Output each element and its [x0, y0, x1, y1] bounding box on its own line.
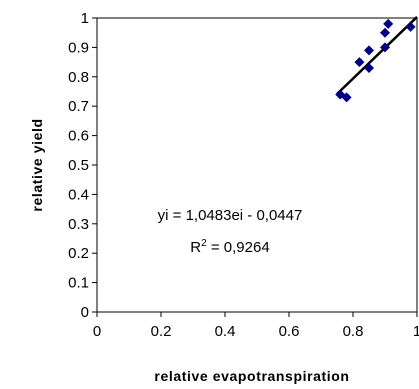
- r-squared-label: R2 = 0,9264: [190, 238, 269, 256]
- y-tick-label: 0.5: [68, 157, 89, 174]
- regression-equation: yi = 1,0483ei - 0,0447: [158, 207, 303, 224]
- data-point: [364, 62, 374, 73]
- x-tick-label: 0.4: [215, 323, 236, 340]
- y-tick-label: 1: [81, 10, 89, 27]
- y-tick-label: 0.3: [68, 216, 89, 233]
- y-tick-label: 0.7: [68, 98, 89, 115]
- x-tick-label: 0.8: [343, 323, 364, 340]
- data-point: [383, 18, 394, 29]
- axis-ticks: 0 0.1 0.2 0.3 0.4 0.5 0.6 0.7 0.8 0.9 1 0 0.2 0.4 0.6 0…: [68, 10, 419, 340]
- x-tick-label: 0.6: [279, 323, 300, 340]
- data-points: [335, 18, 416, 103]
- x-tick-label: 0.2: [151, 323, 172, 340]
- y-tick-label: 0.2: [68, 245, 89, 262]
- y-tick-label: 0.4: [68, 186, 89, 203]
- data-point: [405, 21, 416, 32]
- y-tick-label: 0.8: [68, 69, 89, 86]
- x-axis-title: relative evapotranspiration: [154, 368, 349, 384]
- trendline-layer: [336, 16, 418, 95]
- y-tick-label: 0.1: [68, 275, 89, 292]
- data-point: [380, 42, 390, 53]
- r-squared-symbol: R: [190, 239, 201, 256]
- data-point: [354, 57, 365, 68]
- y-tick-label: 0: [81, 304, 89, 321]
- r-squared-value: = 0,9264: [207, 239, 270, 256]
- x-tick-label: 1: [413, 323, 419, 340]
- y-axis-title: relative yield: [29, 118, 45, 211]
- data-point: [380, 27, 390, 38]
- trendline: [336, 16, 418, 95]
- r-squared-exponent: 2: [201, 238, 207, 249]
- data-point: [341, 92, 352, 103]
- x-tick-label: 0: [93, 323, 101, 340]
- y-tick-label: 0.9: [68, 39, 89, 56]
- data-point: [364, 45, 374, 56]
- y-tick-label: 0.6: [68, 128, 89, 145]
